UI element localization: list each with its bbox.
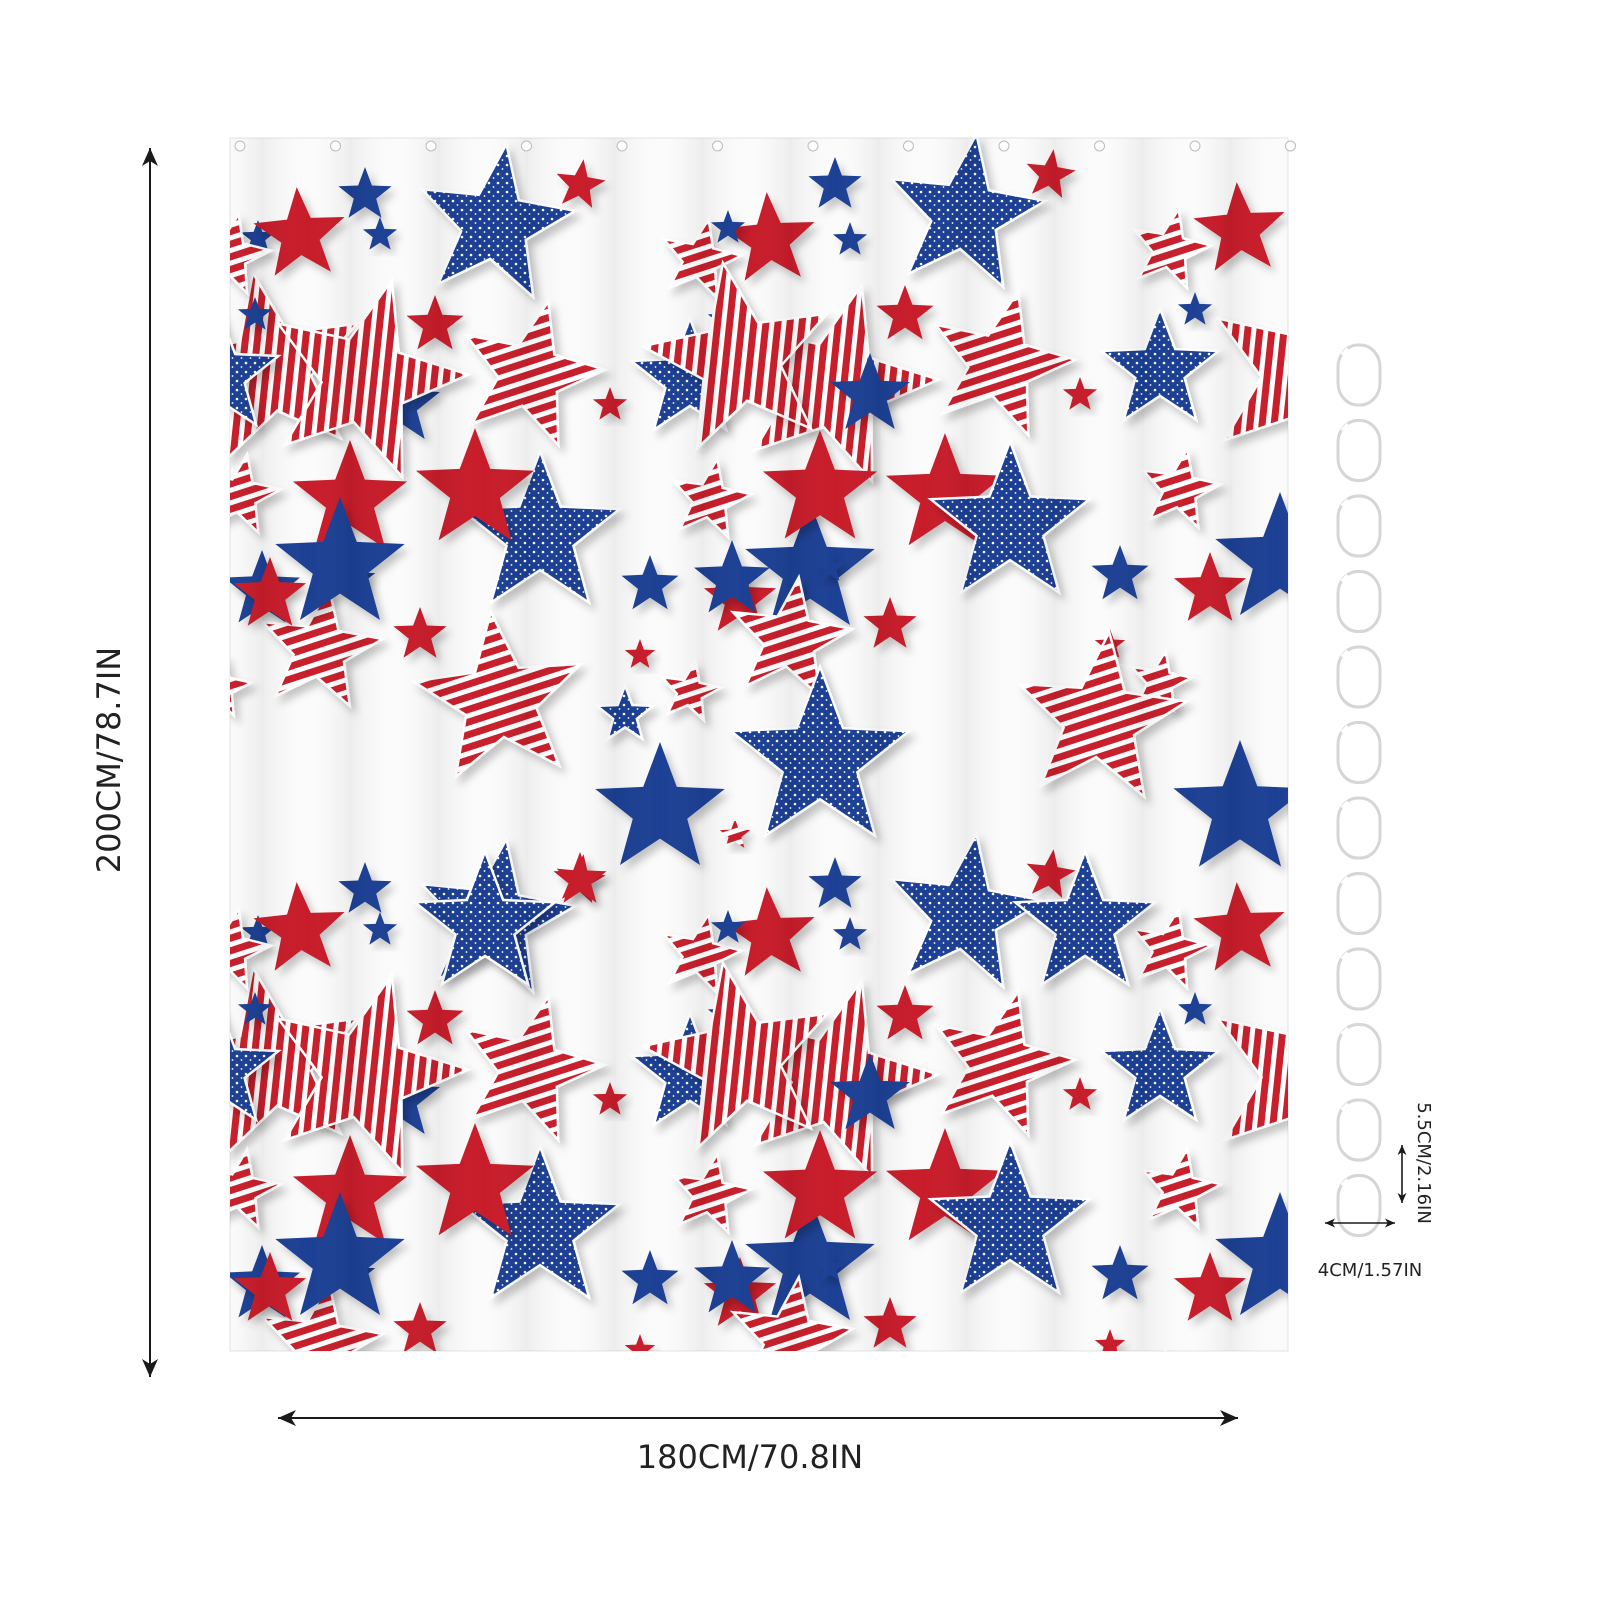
curtain-hooks (1336, 343, 1382, 1237)
shower-curtain (124, 137, 1337, 1437)
hook-opening (1340, 1027, 1350, 1036)
grommet (521, 140, 532, 152)
star-shape (1303, 212, 1337, 245)
star-shape (155, 1329, 185, 1358)
hook-ring-icon (1336, 947, 1382, 1011)
star-shape (152, 550, 209, 604)
hook-opening (1340, 498, 1350, 508)
hook-ring-icon (1336, 1174, 1382, 1237)
hook-ring-icon (1336, 721, 1382, 784)
hook-opening (1340, 876, 1350, 885)
grommet (1285, 140, 1296, 152)
star-outline (594, 1377, 657, 1437)
star-outline (189, 1348, 255, 1414)
width-label: 180CM/70.8IN (637, 1438, 863, 1476)
star-shape (195, 1354, 247, 1407)
grommet (712, 140, 723, 152)
hook-opening (1340, 1178, 1350, 1187)
hook-opening (1340, 951, 1350, 961)
grommet (903, 140, 914, 152)
hook-opening (1340, 423, 1350, 432)
hook-ring-icon (1336, 796, 1382, 860)
hook-ring-icon (1336, 872, 1382, 935)
hook-ring-icon (1336, 570, 1382, 633)
height-label: 200CM/78.7IN (90, 647, 128, 873)
star-outline (659, 1353, 725, 1419)
star-shape (1303, 912, 1337, 945)
grommet (330, 140, 341, 152)
hook-ring-icon (1336, 419, 1382, 482)
star-shape (130, 1379, 179, 1426)
star-shape (152, 1245, 209, 1299)
grommet (425, 140, 437, 152)
star-outline (1164, 1347, 1167, 1351)
hook-ring-icon (1336, 645, 1382, 709)
hook-opening (1340, 574, 1350, 583)
height-dimension: 200CM/78.7IN (90, 148, 158, 1377)
hook-opening (1340, 1102, 1350, 1112)
hook-opening (1340, 800, 1350, 810)
hook-height-label: 5.5CM/2.16IN (1413, 1102, 1434, 1224)
grommet (998, 140, 1010, 152)
star-shape (1135, 1354, 1187, 1407)
curtain-grommets (234, 140, 1296, 152)
star-shape (665, 1359, 717, 1412)
hook-ring-icon (1336, 494, 1382, 558)
star-shape (155, 634, 185, 663)
width-dimension: 180CM/70.8IN (278, 1410, 1238, 1476)
grommet (1189, 140, 1201, 152)
grommet (234, 140, 246, 152)
star-outline (124, 1372, 187, 1432)
star-outline (1064, 1372, 1127, 1432)
hook-dimensions: 5.5CM/2.16IN 4CM/1.57IN (1318, 1102, 1434, 1281)
hook-width-label: 4CM/1.57IN (1318, 1260, 1422, 1281)
hook-ring-icon (1336, 1023, 1382, 1086)
hook-ring-icon (1336, 343, 1382, 407)
hook-opening (1340, 649, 1350, 659)
hook-opening (1340, 347, 1350, 357)
star-shape (130, 684, 179, 731)
grommet (807, 140, 819, 152)
grommet (1094, 140, 1105, 152)
star-shape (600, 1384, 649, 1431)
hook-opening (1340, 725, 1350, 734)
grommet (616, 140, 628, 152)
star-outline (124, 677, 187, 737)
hook-ring-icon (1336, 1098, 1382, 1162)
